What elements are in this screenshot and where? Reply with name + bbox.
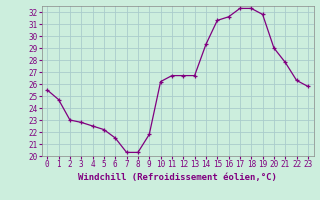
X-axis label: Windchill (Refroidissement éolien,°C): Windchill (Refroidissement éolien,°C): [78, 173, 277, 182]
